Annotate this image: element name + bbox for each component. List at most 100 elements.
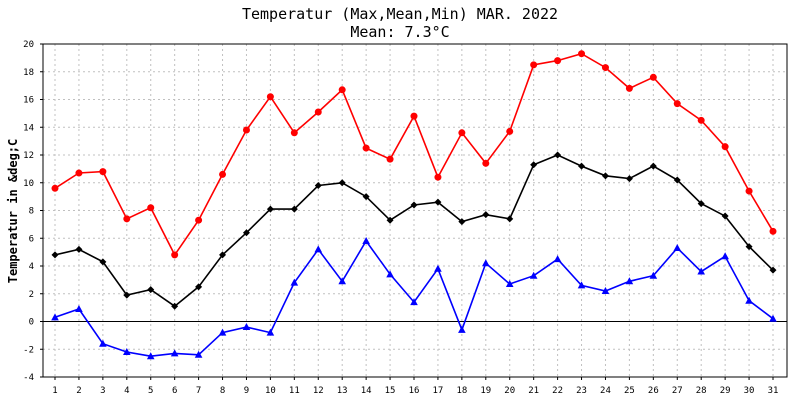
x-tick-label: 14	[361, 386, 372, 396]
data-point	[601, 64, 609, 72]
y-axis-label: Temperatur in &deg;C	[6, 139, 20, 284]
data-point	[721, 252, 729, 260]
series-1	[51, 50, 777, 259]
data-point	[578, 50, 586, 58]
data-point	[482, 211, 490, 219]
x-tick-label: 17	[433, 386, 444, 396]
x-tick-label: 23	[576, 386, 587, 396]
data-point	[769, 266, 777, 274]
x-tick-label: 8	[220, 386, 225, 396]
data-point	[290, 129, 298, 137]
axes	[40, 43, 788, 380]
data-point	[123, 348, 131, 356]
data-point	[649, 162, 657, 170]
y-tick-label: 16	[23, 96, 34, 106]
data-point	[314, 108, 322, 116]
data-point	[554, 151, 562, 159]
data-point	[386, 270, 394, 278]
x-tick-label: 22	[552, 386, 563, 396]
data-point	[147, 204, 155, 212]
data-point	[673, 100, 681, 108]
data-point	[314, 182, 322, 190]
data-point	[458, 218, 466, 226]
data-point	[75, 245, 83, 253]
data-point	[218, 328, 227, 336]
x-tick-label: 30	[744, 386, 755, 396]
data-point	[99, 339, 107, 347]
data-point	[745, 243, 753, 251]
data-point	[314, 245, 323, 253]
x-tick-label: 19	[480, 386, 491, 396]
data-point	[625, 84, 633, 92]
y-tick-label: 8	[29, 207, 34, 217]
data-point	[266, 205, 274, 213]
data-point	[171, 251, 179, 259]
data-point	[458, 129, 466, 137]
x-tick-label: 3	[100, 386, 105, 396]
x-tick-label: 2	[76, 386, 81, 396]
data-point	[99, 168, 107, 176]
y-tick-label: -4	[23, 373, 34, 383]
data-point	[673, 176, 681, 184]
x-tick-label: 5	[148, 386, 153, 396]
y-tick-label: 14	[23, 123, 34, 133]
data-point	[75, 305, 83, 313]
x-tick-label: 9	[244, 386, 249, 396]
data-point	[386, 216, 394, 224]
x-tick-label: 21	[528, 386, 539, 396]
data-point	[171, 302, 179, 310]
data-point	[410, 112, 418, 120]
x-tick-label: 31	[768, 386, 779, 396]
data-point	[673, 243, 682, 251]
data-point	[578, 162, 586, 170]
y-tick-label: 4	[29, 262, 34, 272]
x-tick-label: 26	[648, 386, 659, 396]
data-point	[51, 313, 59, 321]
data-point	[482, 159, 490, 167]
data-point	[242, 229, 250, 237]
data-point	[410, 201, 418, 209]
data-point	[458, 325, 466, 333]
data-point	[482, 259, 490, 267]
data-point	[362, 193, 370, 201]
y-tick-label: 12	[23, 151, 34, 161]
data-point	[601, 286, 610, 294]
y-tick-label: 10	[23, 179, 34, 189]
x-tick-label: 7	[196, 386, 201, 396]
data-point	[290, 205, 298, 213]
data-point	[51, 251, 59, 259]
data-point	[506, 215, 514, 223]
data-point	[123, 291, 131, 299]
data-point	[242, 323, 251, 331]
series-2	[51, 151, 777, 310]
data-point	[434, 264, 442, 272]
data-point	[147, 286, 155, 294]
data-point	[195, 283, 203, 291]
data-point	[290, 278, 299, 286]
data-point	[697, 200, 705, 208]
data-point	[769, 227, 777, 235]
y-tick-label: 20	[23, 40, 34, 50]
data-point	[721, 143, 729, 151]
data-point	[338, 277, 346, 285]
data-point	[745, 187, 753, 195]
data-point	[721, 212, 729, 220]
data-point	[410, 298, 418, 306]
data-point	[553, 255, 562, 263]
y-tick-label: -2	[23, 345, 34, 355]
y-tick-label: 0	[29, 318, 34, 328]
data-point	[745, 296, 753, 304]
data-point	[266, 93, 274, 101]
series-3	[51, 237, 777, 360]
data-point	[506, 127, 514, 135]
data-point	[386, 155, 394, 163]
data-point	[170, 349, 179, 357]
x-tick-label: 10	[265, 386, 276, 396]
x-tick-label: 29	[720, 386, 731, 396]
data-point	[697, 267, 705, 275]
x-tick-label: 25	[624, 386, 635, 396]
data-point	[338, 179, 346, 187]
data-point	[219, 251, 227, 259]
x-tick-label: 16	[409, 386, 420, 396]
